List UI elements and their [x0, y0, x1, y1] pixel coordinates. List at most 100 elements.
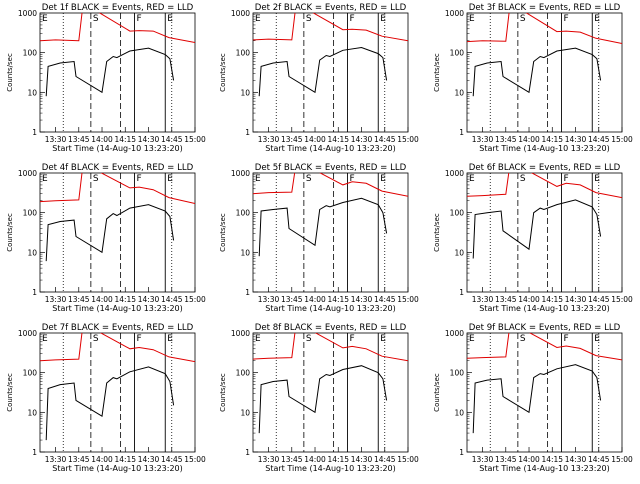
segment-marker-s: S	[520, 14, 526, 24]
segment-marker-f: F	[350, 14, 355, 24]
chart-panel-8: Det 8f BLACK = Events, RED = LLD 1 10 100 10…	[219, 323, 419, 473]
segment-marker-f: F	[564, 174, 569, 184]
chart-panel-7: Det 7f BLACK = Events, RED = LLD 1 10 100 10…	[6, 323, 206, 473]
x-tick-label: 13:30	[45, 455, 67, 464]
series-lld	[40, 13, 195, 43]
series-lld	[40, 173, 195, 204]
y-tick-label: 1	[245, 128, 250, 137]
y-tick-label: 100	[236, 209, 251, 218]
x-tick-label: 13:30	[45, 135, 67, 144]
chart-title: Det 2f BLACK = Events, RED = LLD	[255, 3, 407, 13]
x-axis-label: Start Time (14-Aug-10 13:23:20)	[52, 304, 183, 313]
series-events	[45, 204, 175, 262]
x-axis-label: Start Time (14-Aug-10 13:23:20)	[52, 144, 183, 153]
segment-marker-e: E	[42, 334, 48, 344]
x-tick-label: 14:00	[518, 295, 540, 304]
y-tick-label: 1000	[18, 169, 37, 178]
segment-marker-e: E	[167, 14, 173, 24]
series-events	[472, 364, 602, 434]
x-tick-label: 13:45	[495, 295, 517, 304]
y-tick-label: 10	[454, 248, 464, 257]
x-tick-label: 13:45	[68, 135, 90, 144]
segment-marker-e: E	[594, 334, 600, 344]
x-tick-label: 15:00	[184, 135, 206, 144]
y-tick-label: 10	[240, 88, 250, 97]
x-tick-label: 13:30	[472, 455, 494, 464]
x-tick-label: 13:45	[495, 455, 517, 464]
segment-marker-f: F	[137, 14, 142, 24]
plot-frame	[39, 172, 196, 293]
chart-panel-5: Det 5f BLACK = Events, RED = LLD 1 10 100 10…	[219, 163, 419, 313]
y-tick-label: 1	[245, 448, 250, 457]
y-tick-label: 10	[27, 88, 37, 97]
series-events	[258, 197, 388, 257]
segment-marker-e: E	[380, 334, 386, 344]
x-tick-label: 13:45	[281, 135, 303, 144]
chart-title: Det 4f BLACK = Events, RED = LLD	[42, 163, 194, 173]
y-tick-label: 100	[23, 369, 38, 378]
segment-marker-e: E	[469, 174, 475, 184]
x-tick-label: 13:30	[472, 135, 494, 144]
x-tick-label: 14:45	[374, 135, 396, 144]
x-tick-label: 14:30	[138, 295, 160, 304]
x-tick-label: 14:00	[91, 135, 113, 144]
segment-marker-e: E	[594, 14, 600, 24]
segment-marker-s: S	[306, 14, 312, 24]
y-tick-label: 100	[450, 209, 465, 218]
segment-marker-s: S	[520, 334, 526, 344]
x-tick-label: 14:45	[588, 135, 610, 144]
y-tick-label: 100	[23, 49, 38, 58]
x-tick-label: 13:45	[495, 135, 517, 144]
x-tick-label: 14:30	[351, 135, 373, 144]
y-tick-label: 10	[240, 248, 250, 257]
x-tick-label: 14:15	[327, 135, 349, 144]
chart-panel-1: Det 1f BLACK = Events, RED = LLD 1 10 100 10…	[6, 3, 206, 153]
x-tick-label: 14:45	[374, 455, 396, 464]
x-tick-label: 14:30	[565, 295, 587, 304]
plot-frame	[466, 172, 623, 293]
x-tick-label: 14:45	[588, 455, 610, 464]
series-lld	[40, 333, 195, 363]
series-events	[258, 365, 388, 434]
x-tick-label: 14:30	[351, 295, 373, 304]
y-tick-label: 10	[454, 88, 464, 97]
segment-marker-f: F	[350, 174, 355, 184]
x-axis-label: Start Time (14-Aug-10 13:23:20)	[479, 464, 610, 473]
x-tick-label: 13:45	[68, 455, 90, 464]
y-tick-label: 10	[27, 248, 37, 257]
x-tick-label: 13:45	[68, 295, 90, 304]
plot-frame	[252, 172, 409, 293]
plot-frame	[39, 12, 196, 133]
x-tick-label: 14:15	[541, 295, 563, 304]
y-tick-label: 1	[32, 288, 37, 297]
segment-marker-e: E	[380, 174, 386, 184]
x-tick-label: 13:45	[281, 455, 303, 464]
series-lld	[253, 13, 408, 42]
y-axis-label: Counts/sec	[6, 53, 14, 92]
series-events	[45, 366, 175, 441]
y-axis-label: Counts/sec	[433, 373, 441, 412]
x-tick-label: 13:30	[258, 135, 280, 144]
x-tick-label: 15:00	[611, 295, 633, 304]
segment-marker-e: E	[469, 14, 475, 24]
x-tick-label: 14:15	[114, 295, 136, 304]
chart-panel-2: Det 2f BLACK = Events, RED = LLD 1 10 100 10…	[219, 3, 419, 153]
series-lld	[253, 333, 408, 362]
segment-marker-f: F	[137, 334, 142, 344]
x-tick-label: 14:45	[161, 295, 183, 304]
x-tick-label: 14:00	[91, 295, 113, 304]
x-tick-label: 13:30	[45, 295, 67, 304]
y-axis-label: Counts/sec	[6, 373, 14, 412]
chart-title: Det 6f BLACK = Events, RED = LLD	[469, 163, 621, 173]
y-tick-label: 1000	[18, 9, 37, 18]
chart-panel-4: Det 4f BLACK = Events, RED = LLD 1 10 100 10…	[6, 163, 206, 313]
segment-marker-f: F	[564, 14, 569, 24]
series-events	[472, 47, 602, 97]
y-axis-label: Counts/sec	[219, 53, 227, 92]
y-tick-label: 1	[32, 448, 37, 457]
y-tick-label: 100	[236, 369, 251, 378]
x-tick-label: 14:45	[161, 455, 183, 464]
x-tick-label: 14:15	[114, 135, 136, 144]
segment-marker-e: E	[469, 334, 475, 344]
